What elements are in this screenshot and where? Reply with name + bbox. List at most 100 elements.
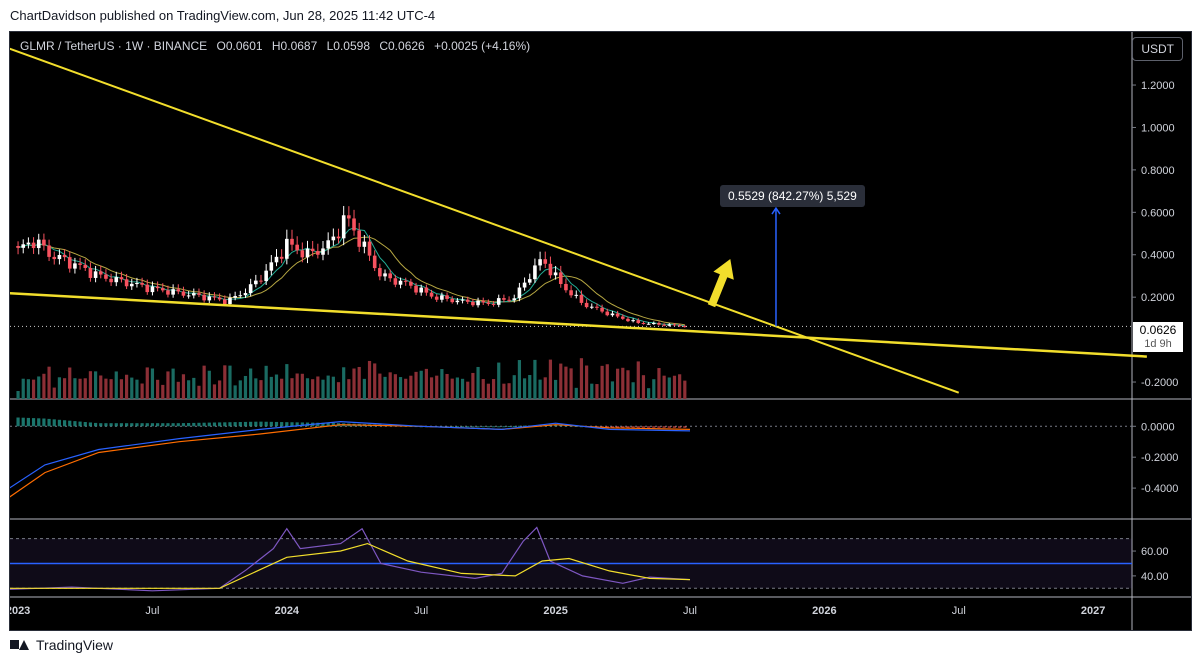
- volume-bar: [37, 376, 41, 399]
- macd-line: [10, 420, 691, 489]
- volume-bar: [497, 362, 501, 399]
- macd-histogram-bar: [460, 426, 465, 428]
- chart-area[interactable]: 1.40001.20001.00000.80000.60000.40000.20…: [9, 31, 1192, 631]
- candle-body: [259, 280, 263, 282]
- macd-histogram-bar: [466, 426, 470, 428]
- candle-body: [310, 248, 315, 252]
- candle-body: [166, 290, 170, 295]
- symbol-name[interactable]: GLMR / TetherUS · 1W · BINANCE: [20, 39, 208, 53]
- candle-body: [522, 282, 527, 288]
- volume-bar: [295, 373, 299, 399]
- volume-bar: [192, 377, 196, 399]
- volume-bar: [47, 366, 51, 399]
- volume-bar: [16, 391, 20, 399]
- volume-bar: [450, 378, 454, 399]
- macd-histogram-bar: [21, 417, 25, 427]
- macd-axis-tick-label: 0.0000: [1141, 421, 1175, 433]
- volume-bar: [166, 371, 170, 399]
- candle-body: [419, 287, 424, 293]
- price-axis-tick-label: -0.2000: [1141, 377, 1178, 389]
- candle-body: [285, 238, 289, 259]
- candle-body: [31, 242, 36, 249]
- currency-button[interactable]: USDT: [1132, 37, 1183, 61]
- candle-body: [155, 286, 160, 289]
- candle-body: [481, 300, 486, 303]
- candle-body: [667, 324, 672, 326]
- candle-body: [176, 289, 181, 292]
- volume-bar: [274, 374, 279, 399]
- volume-bar: [197, 385, 201, 399]
- macd-histogram-bar: [93, 422, 98, 427]
- volume-bar: [42, 373, 46, 399]
- volume-bar: [445, 373, 449, 399]
- candle-body: [507, 299, 511, 301]
- time-axis-tick-label: Jul: [145, 605, 159, 617]
- macd-histogram-bar: [47, 418, 51, 427]
- candle-body: [145, 284, 150, 293]
- candle-body: [502, 298, 506, 300]
- candle-body: [357, 230, 361, 247]
- ohlc-low: L0.0598: [326, 39, 370, 53]
- volume-bar: [522, 378, 527, 399]
- volume-bar: [585, 365, 589, 399]
- volume-bar: [672, 375, 677, 399]
- macd-histogram-bar: [517, 425, 522, 427]
- footer-brand[interactable]: TradingView: [10, 637, 113, 653]
- volume-bar: [331, 376, 335, 399]
- candle-body: [109, 278, 113, 283]
- candle-body: [42, 239, 46, 246]
- candle-body: [124, 279, 129, 287]
- macd-histogram-bar: [73, 421, 77, 427]
- candle-body: [21, 244, 26, 248]
- volume-bar: [280, 378, 284, 399]
- candle-body: [352, 218, 356, 231]
- macd-histogram-bar: [559, 425, 563, 427]
- macd-histogram-bar: [26, 417, 31, 427]
- candle-body: [378, 268, 382, 277]
- candle-body: [243, 293, 248, 296]
- volume-bar: [502, 383, 506, 399]
- candle-body: [269, 262, 274, 271]
- candle-body: [584, 302, 589, 308]
- candle-body: [16, 245, 20, 248]
- candle-body: [393, 278, 398, 285]
- candle-body: [36, 239, 41, 249]
- candle-body: [104, 274, 108, 279]
- macd-histogram-bar: [605, 426, 609, 428]
- macd-histogram-bar: [274, 421, 279, 427]
- macd-histogram-bar: [233, 422, 237, 427]
- candle-body: [548, 263, 553, 276]
- macd-histogram-bar: [316, 422, 320, 427]
- macd-histogram-bar: [512, 425, 516, 427]
- volume-bar: [285, 364, 289, 399]
- volume-bar: [264, 365, 268, 399]
- volume-bar: [88, 371, 93, 399]
- candle-body: [212, 296, 217, 298]
- measure-label[interactable]: 0.5529 (842.27%) 5,529: [720, 185, 865, 207]
- volume-bar: [156, 379, 160, 399]
- macd-histogram-bar: [42, 418, 46, 427]
- chart-svg[interactable]: 1.40001.20001.00000.80000.60000.40000.20…: [10, 32, 1191, 630]
- macd-histogram-bar: [553, 424, 558, 427]
- macd-histogram-bar: [631, 426, 635, 428]
- macd-histogram-bar: [285, 422, 289, 427]
- macd-histogram-bar: [455, 426, 459, 428]
- candle-body: [409, 281, 413, 286]
- macd-histogram-bar: [187, 423, 191, 427]
- candle-body: [662, 324, 666, 326]
- volume-bar: [595, 384, 599, 399]
- volume-bar: [367, 360, 372, 399]
- candle-body: [471, 301, 475, 306]
- candle-body: [248, 284, 253, 294]
- volume-bar: [507, 383, 511, 399]
- macd-histogram-bar: [150, 423, 155, 427]
- rsi-line: [10, 526, 691, 592]
- macd-histogram-bar: [166, 423, 170, 427]
- volume-bar: [73, 378, 77, 399]
- candle-body: [78, 263, 82, 265]
- candle-body: [533, 265, 537, 280]
- candle-body: [460, 299, 465, 301]
- macd-histogram-bar: [636, 426, 640, 428]
- candle-body: [403, 280, 408, 282]
- volume-bar: [31, 379, 36, 399]
